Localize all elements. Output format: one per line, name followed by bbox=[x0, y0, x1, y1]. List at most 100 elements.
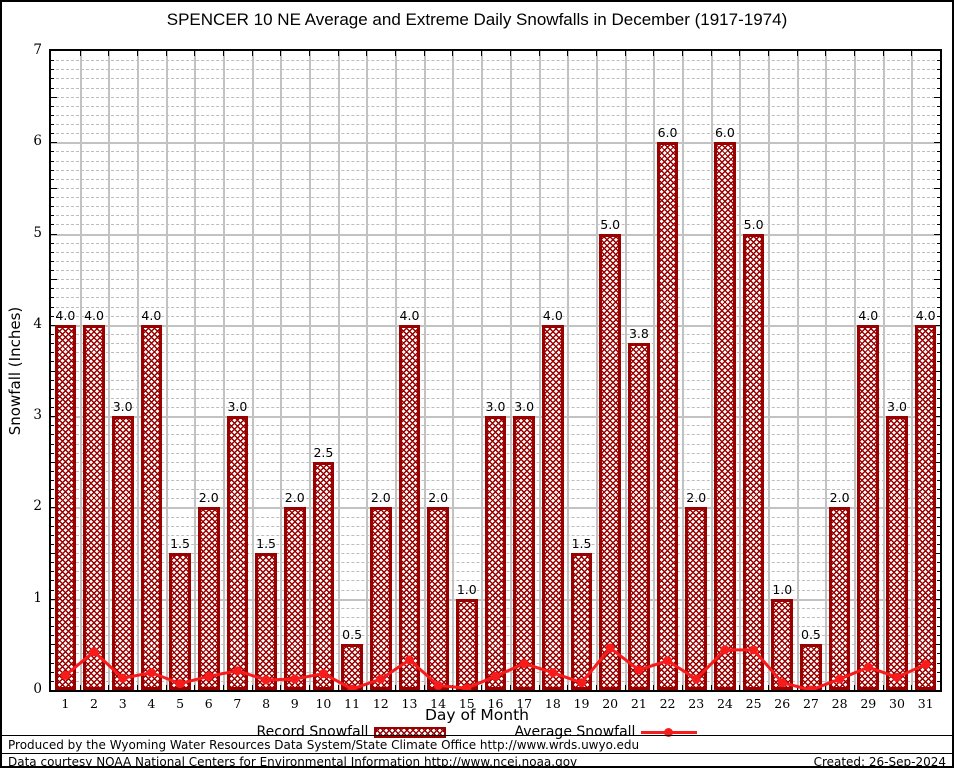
x-tick bbox=[538, 685, 540, 690]
y-tick bbox=[51, 251, 54, 253]
y-tick bbox=[937, 352, 940, 354]
y-tick bbox=[51, 270, 54, 272]
plot-area: 4.0 4.0 3.0 4.0 1.5 2.0 3.0 1.5 2.0 2.5 0.5 2.0 4.0 2… bbox=[49, 49, 942, 692]
minor-gridline bbox=[51, 297, 940, 299]
y-tick bbox=[937, 288, 940, 290]
y-tick bbox=[51, 388, 54, 390]
bar-value-label: 4.0 bbox=[55, 307, 76, 323]
y-tick-label: 7 bbox=[33, 42, 42, 58]
y-tick bbox=[51, 644, 57, 646]
minor-gridline bbox=[51, 60, 940, 62]
x-tick-label: 19 bbox=[573, 696, 590, 711]
y-tick bbox=[937, 206, 940, 208]
y-tick bbox=[937, 151, 940, 153]
y-tick bbox=[51, 361, 54, 363]
minor-gridline bbox=[51, 96, 940, 98]
x-tick-label: 21 bbox=[630, 696, 647, 711]
x-tick-label: 3 bbox=[118, 696, 127, 711]
bar-day-10 bbox=[312, 461, 335, 690]
x-tick-label: 26 bbox=[774, 696, 791, 711]
bar-value-label: 0.5 bbox=[342, 627, 363, 643]
bar-day-1 bbox=[54, 324, 77, 690]
minor-gridline bbox=[51, 87, 940, 89]
minor-gridline bbox=[51, 169, 940, 171]
y-axis-label: Snowfall (Inches) bbox=[6, 306, 24, 436]
footer-produced-by: Produced by the Wyoming Water Resources … bbox=[8, 738, 640, 752]
y-tick bbox=[51, 260, 54, 262]
day-gridline bbox=[710, 51, 713, 690]
bar-day-30 bbox=[886, 416, 908, 690]
x-tick bbox=[251, 51, 253, 56]
day-gridline bbox=[567, 51, 570, 690]
y-tick bbox=[51, 160, 54, 162]
y-tick bbox=[51, 242, 54, 244]
bar-value-label: 4.0 bbox=[858, 307, 879, 323]
y-tick bbox=[51, 525, 54, 527]
minor-gridline bbox=[51, 224, 940, 226]
y-tick bbox=[937, 215, 940, 217]
y-tick bbox=[937, 270, 940, 272]
x-tick bbox=[911, 51, 913, 56]
y-tick bbox=[937, 589, 940, 591]
minor-gridline bbox=[51, 78, 940, 80]
bar-value-label: 3.0 bbox=[227, 399, 248, 415]
y-tick bbox=[937, 333, 940, 335]
x-tick bbox=[452, 685, 454, 690]
y-tick bbox=[51, 379, 54, 381]
x-tick bbox=[796, 51, 798, 56]
x-tick bbox=[911, 685, 913, 690]
bar-day-17 bbox=[513, 416, 535, 690]
y-tick bbox=[937, 653, 940, 655]
x-tick bbox=[280, 685, 282, 690]
bar-day-13 bbox=[398, 324, 421, 690]
record-swatch-icon bbox=[374, 726, 447, 738]
bar-day-19 bbox=[570, 553, 593, 690]
minor-gridline bbox=[51, 124, 940, 126]
y-tick bbox=[51, 187, 57, 189]
bar-value-label: 3.0 bbox=[514, 399, 535, 415]
y-tick bbox=[51, 470, 54, 472]
y-tick bbox=[51, 653, 54, 655]
x-tick-label: 12 bbox=[372, 696, 389, 711]
x-tick bbox=[509, 685, 511, 690]
bar-value-label: 2.0 bbox=[370, 490, 391, 506]
x-tick bbox=[653, 51, 655, 56]
y-tick bbox=[934, 370, 940, 372]
bar-day-12 bbox=[369, 507, 392, 690]
y-tick bbox=[51, 580, 54, 582]
y-tick bbox=[51, 589, 54, 591]
bar-day-9 bbox=[283, 507, 306, 690]
bar-day-15 bbox=[455, 598, 478, 690]
bar-value-label: 3.8 bbox=[628, 326, 649, 342]
minor-gridline bbox=[51, 197, 940, 199]
y-tick bbox=[934, 507, 940, 509]
bar-value-label: 1.5 bbox=[170, 536, 190, 552]
y-tick bbox=[51, 616, 54, 618]
day-gridline bbox=[423, 51, 426, 690]
minor-gridline bbox=[51, 370, 940, 372]
bar-day-7 bbox=[226, 416, 249, 690]
y-tick bbox=[937, 69, 940, 71]
y-tick bbox=[51, 324, 57, 326]
minor-gridline bbox=[51, 361, 940, 363]
day-gridline bbox=[165, 51, 168, 690]
day-gridline bbox=[767, 51, 770, 690]
x-tick bbox=[624, 685, 626, 690]
major-gridline bbox=[51, 324, 940, 327]
y-tick bbox=[51, 333, 54, 335]
legend-record-label: Record Snowfall bbox=[256, 724, 369, 740]
y-tick bbox=[937, 680, 940, 682]
minor-gridline bbox=[51, 160, 940, 162]
y-tick bbox=[937, 635, 940, 637]
minor-gridline bbox=[51, 187, 940, 189]
y-tick bbox=[51, 680, 54, 682]
y-tick bbox=[51, 543, 54, 545]
x-tick-label: 2 bbox=[90, 696, 98, 711]
y-tick bbox=[51, 662, 54, 664]
x-tick bbox=[108, 51, 110, 56]
x-tick bbox=[624, 51, 626, 56]
x-tick bbox=[423, 685, 425, 690]
day-gridline bbox=[796, 51, 799, 690]
day-gridline bbox=[366, 51, 369, 690]
x-tick bbox=[739, 685, 741, 690]
